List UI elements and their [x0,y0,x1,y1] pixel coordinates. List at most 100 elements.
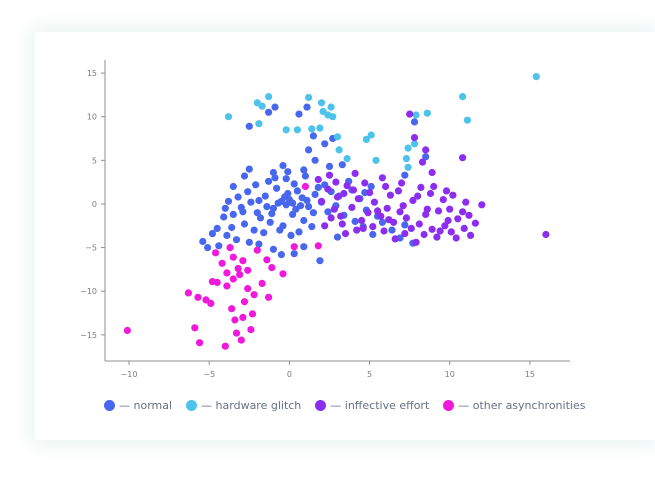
data-point-inffective-effort [370,198,378,206]
x-tick-label: 15 [525,370,535,379]
data-point-inffective-effort [444,216,452,225]
data-point-normal [271,103,279,111]
data-point-inffective-effort [343,182,351,190]
legend-item-other-asynchronities[interactable]: — other asynchronities [443,399,585,412]
data-point-normal [367,182,375,191]
data-point-hardware-glitch [423,109,431,117]
data-point-inffective-effort [454,215,462,223]
data-point-other-asynchronities [218,259,226,267]
data-point-normal [199,237,207,246]
data-point-inffective-effort [428,168,436,177]
data-point-inffective-effort [542,230,550,239]
data-point-hardware-glitch [282,126,290,134]
data-point-other-asynchronities [226,244,234,252]
data-point-normal [338,161,346,169]
data-point-hardware-glitch [372,156,380,164]
data-point-inffective-effort [442,187,451,195]
data-point-other-asynchronities [301,182,309,191]
legend-label-other-asynchronities: — other asynchronities [458,398,586,412]
data-point-normal [240,172,249,180]
data-point-normal [268,210,276,218]
data-point-inffective-effort [330,205,338,213]
data-point-hardware-glitch [265,93,273,101]
data-point-normal [410,118,419,126]
data-point-normal [245,122,253,130]
data-point-normal [208,230,216,238]
data-point-normal [401,171,409,179]
data-point-hardware-glitch [362,135,370,143]
data-point-normal [388,226,396,234]
data-point-other-asynchronities [253,246,261,254]
legend-item-hardware-glitch[interactable]: — hardware glitch [186,399,301,412]
data-point-hardware-glitch [293,126,301,134]
data-point-normal [401,221,409,229]
data-point-normal [255,196,263,205]
data-point-normal [324,208,332,216]
data-point-inffective-effort [462,198,470,206]
data-point-inffective-effort [446,205,454,213]
data-point-hardware-glitch [463,116,471,124]
data-point-inffective-effort [353,226,361,234]
data-point-other-asynchronities [208,278,216,286]
data-point-normal [260,229,268,237]
data-point-normal [273,184,281,192]
data-point-inffective-effort [374,207,382,215]
x-tick-label: 0 [287,370,292,379]
data-point-other-asynchronities [244,285,252,293]
data-point-other-asynchronities [247,326,255,334]
data-point-inffective-effort [414,192,422,200]
data-point-inffective-effort [412,238,420,246]
legend-label-inffective-effort: — inffective effort [330,398,430,412]
data-point-normal [239,208,247,216]
x-tick-label: −5 [203,370,215,379]
data-point-normal [224,197,233,205]
data-point-inffective-effort [317,197,326,205]
data-point-normal [245,165,253,173]
data-point-normal [290,180,298,188]
data-point-hardware-glitch [255,120,263,128]
data-point-normal [311,156,319,164]
data-point-other-asynchronities [191,324,199,332]
data-point-inffective-effort [401,230,409,238]
data-point-hardware-glitch [532,73,540,81]
data-point-inffective-effort [452,234,460,242]
data-point-normal [303,196,311,205]
legend-dot-other-asynchronities [443,399,455,411]
data-point-inffective-effort [406,110,414,118]
data-point-normal [281,193,289,201]
data-point-inffective-effort [340,189,348,198]
data-point-normal [265,177,273,185]
x-ticks: −10 −5 0 5 10 15 [121,361,535,379]
data-point-inffective-effort [324,185,332,193]
data-point-normal [297,202,305,210]
data-point-inffective-effort [354,195,362,203]
y-tick-label: 10 [87,113,97,122]
y-tick-label: 15 [87,69,97,78]
data-point-hardware-glitch [335,146,343,154]
data-point-hardware-glitch [367,131,375,139]
data-point-normal [300,166,308,174]
data-point-inffective-effort [391,235,399,243]
data-point-inffective-effort [459,208,467,216]
data-point-normal [295,110,303,118]
data-point-normal [223,231,231,239]
data-point-normal [369,230,377,239]
data-point-normal [269,168,277,177]
y-tick-label: −5 [85,244,97,253]
data-point-inffective-effort [418,158,427,166]
legend-label-hardware-glitch: — hardware glitch [201,398,302,412]
series-inffective-effort [314,110,550,246]
data-point-other-asynchronities [221,342,229,350]
data-point-inffective-effort [364,209,372,217]
legend-item-normal[interactable]: — normal [104,399,172,412]
data-point-inffective-effort [436,227,444,235]
data-point-normal [232,236,241,244]
data-point-inffective-effort [314,175,322,184]
data-point-inffective-effort [369,223,377,231]
data-point-normal [300,216,308,225]
legend-item-inffective-effort[interactable]: — inffective effort [315,399,429,412]
data-point-other-asynchronities [184,289,192,297]
data-point-other-asynchronities [232,329,241,337]
data-point-normal [282,201,290,209]
